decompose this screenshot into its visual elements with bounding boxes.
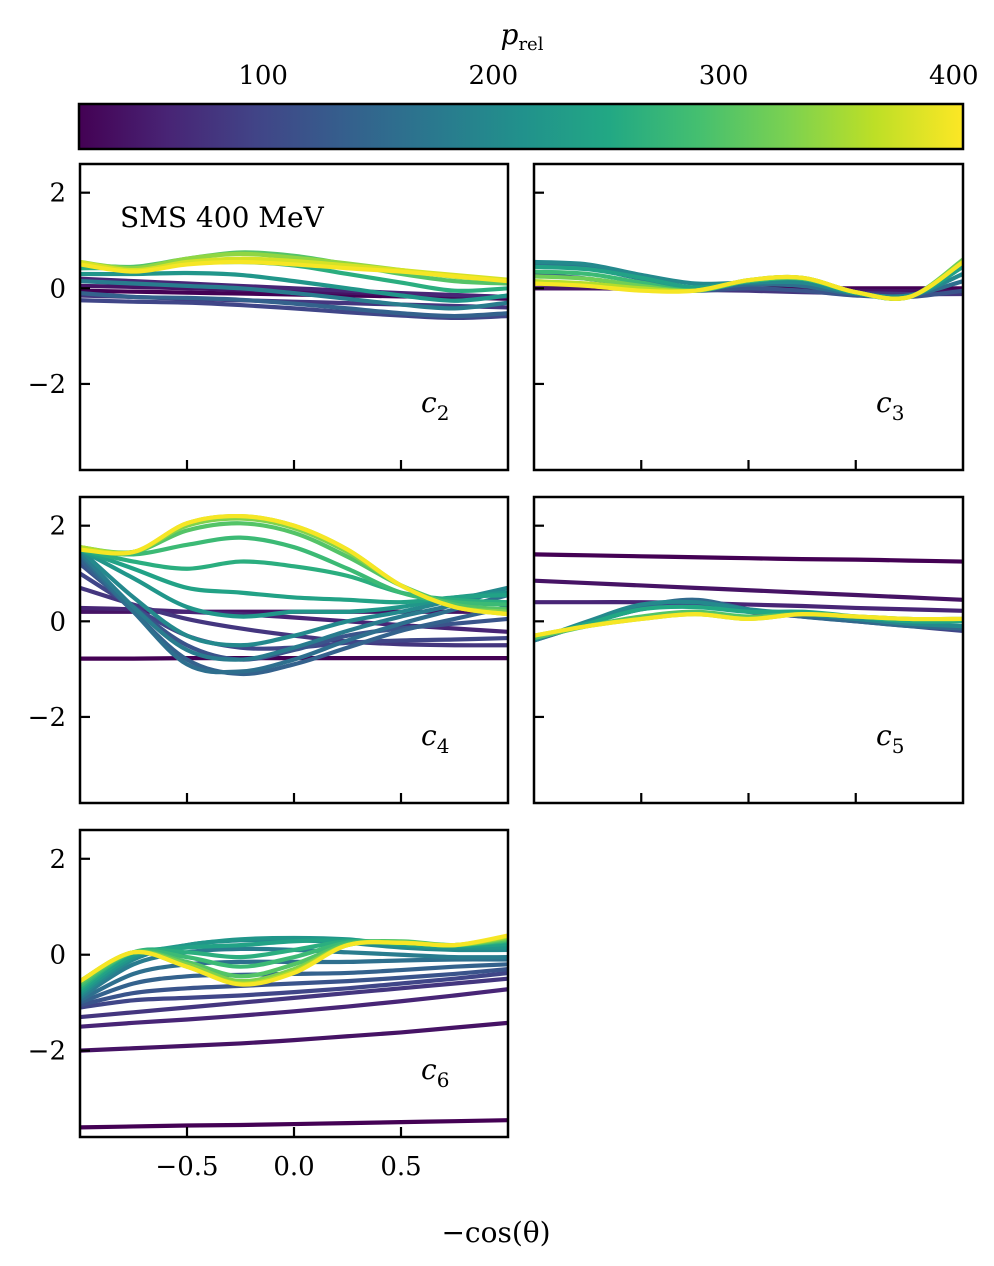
series-line-p400 xyxy=(534,259,963,301)
series-line-p80 xyxy=(80,976,508,1020)
y-tick-label: 0 xyxy=(49,607,66,637)
coef-label-sub: 6 xyxy=(437,1068,450,1092)
panel-c4: −2 0 2 c4 xyxy=(28,495,510,805)
series-group xyxy=(80,250,508,321)
coef-label-main: c xyxy=(876,719,892,752)
series-group xyxy=(80,513,508,677)
series-line-p60 xyxy=(80,987,508,1029)
colorbar: prel 100 200 300 400 xyxy=(77,18,979,151)
series-line-p240 xyxy=(80,547,508,605)
series-line-p200 xyxy=(80,547,508,648)
series-line-p260 xyxy=(80,547,508,605)
series-line-p200 xyxy=(534,599,963,643)
coef-label: c5 xyxy=(876,719,904,758)
series-line-p180 xyxy=(80,549,508,662)
series-line-p160 xyxy=(80,552,508,675)
series-line-p400 xyxy=(80,933,508,987)
colorbar-label-sub: rel xyxy=(518,34,543,55)
panel-c5: c5 xyxy=(532,495,965,805)
y-tick-label: 0 xyxy=(49,274,66,304)
x-tick-label: 0.0 xyxy=(273,1152,314,1182)
colorbar-tick-label: 100 xyxy=(238,61,288,91)
colorbar-gradient xyxy=(77,102,965,151)
coef-label-sub: 5 xyxy=(892,734,905,758)
series-group xyxy=(80,933,508,1130)
x-tick-label: 0.5 xyxy=(380,1152,421,1182)
series-line-p180 xyxy=(80,279,508,311)
coef-label: c6 xyxy=(421,1053,449,1092)
y-tick-label: −2 xyxy=(28,1037,66,1067)
y-tick-label: 0 xyxy=(49,941,66,971)
coef-label: c4 xyxy=(421,719,449,758)
series-line-p100 xyxy=(80,970,508,1010)
coef-label-main: c xyxy=(876,386,892,419)
series-line-p220 xyxy=(80,270,508,303)
chart-title: SMS 400 MeV xyxy=(120,201,325,234)
coef-label-sub: 4 xyxy=(437,734,450,758)
coef-label-sub: 3 xyxy=(892,401,905,425)
coef-label: c3 xyxy=(876,386,904,425)
series-line-p400 xyxy=(80,259,508,284)
coef-label-main: c xyxy=(421,1053,437,1086)
series-line-p40 xyxy=(80,1020,508,1053)
series-group xyxy=(534,257,963,302)
coef-label-main: c xyxy=(421,386,437,419)
y-tick-label: −2 xyxy=(28,703,66,733)
x-axis-label: −cos(θ) xyxy=(441,1216,550,1249)
colorbar-label: prel xyxy=(501,18,544,55)
series-line-p20 xyxy=(534,552,963,564)
y-tick-label: 2 xyxy=(49,179,66,209)
panel-c6: −0.5 0.0 0.5 −2 0 2 c6 xyxy=(28,828,510,1182)
series-line-p140 xyxy=(80,290,508,319)
series-line-p40 xyxy=(534,578,963,602)
coef-label-main: c xyxy=(421,719,437,752)
series-line-p60 xyxy=(534,600,963,613)
series-group xyxy=(534,552,963,643)
series-line-p400 xyxy=(534,611,963,638)
colorbar-tick-label: 400 xyxy=(929,61,979,91)
coef-label-sub: 2 xyxy=(437,401,450,425)
colorbar-tick-label: 300 xyxy=(699,61,749,91)
y-tick-label: 2 xyxy=(49,845,66,875)
series-line-p400 xyxy=(80,513,508,617)
series-line-p60 xyxy=(80,276,508,300)
colorbar-tick-label: 200 xyxy=(469,61,519,91)
panel-c3: c3 xyxy=(532,162,965,472)
series-line-p120 xyxy=(80,967,508,1008)
x-tick-label: −0.5 xyxy=(155,1152,218,1182)
y-tick-label: −2 xyxy=(28,370,66,400)
series-line-p20 xyxy=(80,1118,508,1130)
y-tick-label: 2 xyxy=(49,512,66,542)
colorbar-label-main: p xyxy=(501,18,519,51)
series-line-p160 xyxy=(80,957,508,1003)
coef-label: c2 xyxy=(421,386,449,425)
